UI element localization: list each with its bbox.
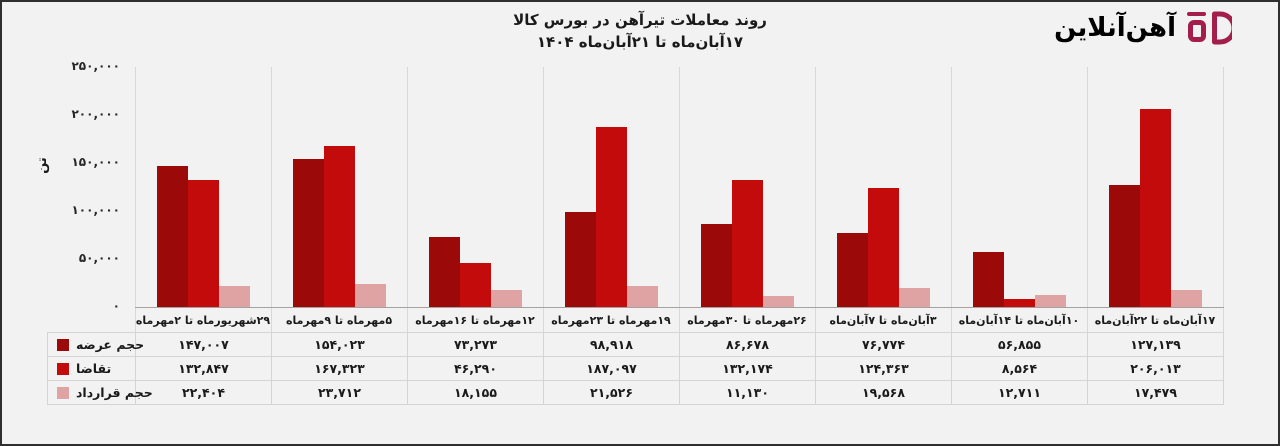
table-value-contract-volume: ۲۳,۷۱۲: [272, 381, 408, 405]
x-axis-label: ۲۶مهرماه تا ۳۰مهرماه: [687, 313, 807, 327]
legend-label-contract-volume: حجم قرارداد: [76, 385, 153, 400]
table-value-contract-volume: ۱۷,۴۷۹: [1088, 381, 1224, 405]
table-value-supply-volume: ۸۶,۶۷۸: [680, 333, 816, 357]
table-value-supply-volume: ۷۶,۷۷۴: [816, 333, 952, 357]
supply-volume-bar: [836, 233, 868, 307]
contract-volume-bar: [626, 286, 658, 307]
contract-volume-swatch-icon: [57, 386, 69, 399]
legend-supply-volume: حجم عرضه: [48, 333, 144, 357]
category-gridline: [1087, 67, 1088, 332]
supply-volume-bar: [700, 223, 732, 307]
contract-volume-bar: [490, 289, 522, 307]
demand-bar: [1139, 109, 1171, 307]
supply-volume-bar: [972, 252, 1004, 307]
table-value-demand: ۱۸۷,۰۹۷: [544, 357, 680, 381]
supply-volume-bar: [156, 165, 188, 307]
table-value-demand: ۴۶,۲۹۰: [408, 357, 544, 381]
y-tick-label: ۱۰۰,۰۰۰: [71, 203, 120, 217]
category-gridline: [543, 67, 544, 332]
x-axis-label: ۱۷آبان‌ماه تا ۲۲آبان‌ماه: [1094, 313, 1216, 327]
plot-gridlines: [135, 67, 1224, 332]
x-axis-line: [135, 307, 1224, 308]
demand-bar: [731, 180, 763, 307]
x-axis-category-labels: ۲۹شهریورماه تا ۲مهرماه ۵مهرماه تا ۹مهرماه…: [135, 308, 1223, 332]
x-axis-label: ۱۲مهرماه تا ۱۶مهرماه: [415, 313, 535, 327]
demand-bar: [459, 262, 491, 307]
contract-volume-bar: [898, 288, 930, 307]
supply-volume-bar: [1108, 184, 1140, 307]
plot-area: [135, 67, 1223, 307]
x-axis-label: ۳آبان‌ماه تا ۷آبان‌ماه: [829, 313, 937, 327]
category-gridline: [1223, 67, 1224, 332]
table-value-contract-volume: ۱۸,۱۵۵: [408, 381, 544, 405]
contract-volume-bar: [1034, 294, 1066, 307]
table-value-demand: ۱۲۴,۳۶۳: [816, 357, 952, 381]
category-gridline: [815, 67, 816, 332]
demand-bar: [187, 179, 219, 307]
brand-logo-icon: [1187, 11, 1232, 45]
category-gridline: [407, 67, 408, 332]
brand-logo: آهن‌آنلاین: [1054, 11, 1232, 45]
x-axis-label: ۱۹مهرماه تا ۲۳مهرماه: [551, 313, 671, 327]
contract-volume-bar: [1170, 290, 1202, 307]
table-value-demand: ۱۶۷,۳۲۳: [272, 357, 408, 381]
table-value-contract-volume: ۱۱,۱۳۰: [680, 381, 816, 405]
table-value-demand: ۸,۵۶۴: [952, 357, 1088, 381]
x-axis-label: ۱۰آبان‌ماه تا ۱۴آبان‌ماه: [958, 313, 1080, 327]
table-value-supply-volume: ۹۸,۹۱۸: [544, 333, 680, 357]
table-value-supply-volume: ۵۶,۸۵۵: [952, 333, 1088, 357]
table-value-contract-volume: ۲۱,۵۲۶: [544, 381, 680, 405]
y-tick-label: ۲۵۰,۰۰۰: [71, 59, 120, 73]
table-value-demand: ۱۳۲,۸۴۷: [136, 357, 272, 381]
supply-volume-bar: [564, 212, 596, 307]
legend-label-demand: تقاضا: [76, 361, 112, 376]
category-gridline: [951, 67, 952, 332]
legend-demand: تقاضا: [48, 357, 136, 381]
demand-bar: [323, 146, 355, 307]
data-table: حجم عرضه ۱۴۷,۰۰۷ ۱۵۴,۰۲۳ ۷۳,۲۷۳ ۹۸,۹۱۸ ۸۶,۶۷۸…: [47, 332, 1224, 405]
chart-subtitle: ۱۷آبان‌ماه تا ۲۱آبان‌ماه ۱۴۰۴: [536, 33, 744, 51]
y-tick-label: ۲۰۰,۰۰۰: [71, 107, 120, 121]
table-value-demand: ۲۰۶,۰۱۳: [1088, 357, 1224, 381]
demand-bar: [595, 127, 627, 307]
demand-swatch-icon: [57, 362, 69, 375]
demand-bar: [1003, 298, 1035, 307]
x-axis-label: ۲۹شهریورماه تا ۲مهرماه: [135, 313, 271, 327]
table-value-supply-volume: ۷۳,۲۷۳: [408, 333, 544, 357]
y-tick-label: ۱۵۰,۰۰۰: [71, 155, 120, 169]
table-value-supply-volume: ۱۵۴,۰۲۳: [272, 333, 408, 357]
chart-title: روند معاملات تیرآهن در بورس کالا: [513, 11, 767, 29]
contract-volume-bar: [354, 284, 386, 307]
supply-volume-bar: [428, 236, 460, 307]
table-value-contract-volume: ۱۹,۵۶۸: [816, 381, 952, 405]
contract-volume-bar: [218, 285, 250, 307]
legend-label-supply-volume: حجم عرضه: [76, 337, 145, 352]
legend-contract-volume: حجم قرارداد: [48, 381, 153, 405]
table-value-supply-volume: ۱۴۷,۰۰۷: [136, 333, 272, 357]
y-tick-label: ۰: [112, 299, 120, 313]
contract-volume-bar: [762, 296, 794, 307]
demand-bar: [867, 187, 899, 307]
table-value-contract-volume: ۲۲,۴۰۴: [136, 381, 272, 405]
y-tick-label: ۵۰,۰۰۰: [78, 251, 120, 265]
supply-volume-bar: [292, 159, 324, 307]
category-gridline: [679, 67, 680, 332]
table-value-demand: ۱۳۲,۱۷۴: [680, 357, 816, 381]
x-axis-label: ۵مهرماه تا ۹مهرماه: [285, 313, 393, 327]
brand-logo-text: آهن‌آنلاین: [1054, 13, 1176, 43]
supply-volume-swatch-icon: [57, 338, 69, 351]
table-value-contract-volume: ۱۲,۷۱۱: [952, 381, 1088, 405]
table-value-supply-volume: ۱۲۷,۱۳۹: [1088, 333, 1224, 357]
category-gridline: [135, 67, 136, 332]
category-gridline: [271, 67, 272, 332]
